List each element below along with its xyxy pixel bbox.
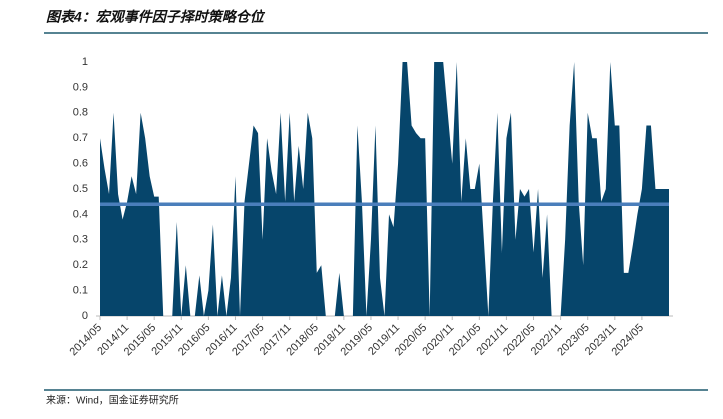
- y-tick-label: 0.4: [73, 208, 88, 220]
- y-tick-label: 0: [82, 310, 88, 322]
- y-tick-label: 0.7: [73, 132, 88, 144]
- y-tick-label: 0.1: [73, 285, 88, 297]
- y-tick-label: 0.6: [73, 158, 88, 170]
- source: 来源：Wind，国金证券研究所: [46, 394, 179, 407]
- y-tick-label: 1: [82, 56, 88, 68]
- chart-title: 图表4：宏观事件因子择时策略仓位: [46, 9, 266, 25]
- y-tick-label: 0.3: [73, 234, 88, 246]
- y-tick-label: 0.9: [73, 81, 88, 93]
- y-tick-label: 0.5: [73, 183, 88, 195]
- area: [100, 62, 669, 316]
- y-tick-label: 0.8: [73, 107, 88, 119]
- y-tick-label: 0.2: [73, 259, 88, 271]
